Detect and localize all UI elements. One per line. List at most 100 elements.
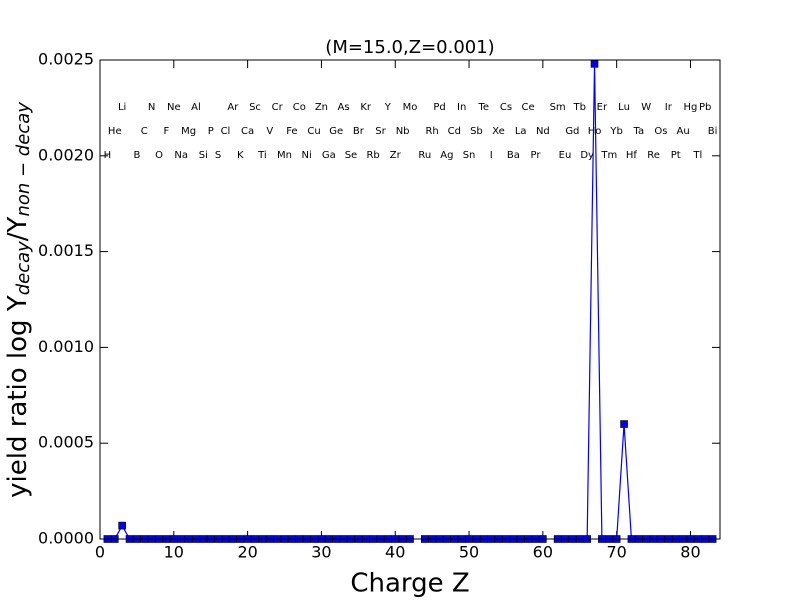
y-label-part: /Y [3, 216, 33, 241]
element-label: K [237, 150, 244, 161]
element-label: Co [293, 102, 306, 113]
x-tick-label: 50 [459, 543, 479, 562]
element-label: Sc [249, 102, 261, 113]
element-label: Cr [272, 102, 284, 113]
element-label: Sb [470, 126, 483, 137]
element-label: S [215, 150, 221, 161]
element-label: Pb [699, 102, 711, 113]
x-tick-label: 60 [533, 543, 553, 562]
element-label: Ta [633, 126, 645, 137]
element-label: Mg [181, 126, 196, 137]
x-tick-label: 30 [311, 543, 331, 562]
element-label: Br [353, 126, 365, 137]
element-label: B [133, 150, 140, 161]
element-label: In [457, 102, 466, 113]
element-label: Dy [580, 150, 594, 161]
element-label: Al [191, 102, 201, 113]
element-label: Pd [433, 102, 445, 113]
element-label: Ir [665, 102, 673, 113]
element-label: Na [174, 150, 188, 161]
element-label: La [515, 126, 527, 137]
plot-frame [99, 59, 721, 540]
y-tick-label: 0.0005 [38, 433, 94, 452]
element-label: Te [478, 102, 490, 113]
element-label: V [266, 126, 273, 137]
element-label: Zr [390, 150, 402, 161]
x-tick-label: 70 [606, 543, 626, 562]
y-tick-label: 0.0020 [38, 145, 94, 164]
element-label: Ge [329, 126, 343, 137]
element-label: N [148, 102, 155, 113]
element-label: Gd [565, 126, 579, 137]
element-label: P [208, 126, 214, 137]
element-label: Mo [403, 102, 418, 113]
element-label: Cd [448, 126, 461, 137]
x-tick-label: 20 [237, 543, 257, 562]
element-label: Rb [366, 150, 379, 161]
element-label: Hg [684, 102, 698, 113]
y-label-sub: non − decay [13, 102, 34, 217]
element-label: Ag [440, 150, 453, 161]
element-label: Cl [221, 126, 231, 137]
x-axis-label: Charge Z [350, 569, 469, 599]
y-tick-label: 0.0025 [38, 50, 94, 69]
y-label-part: yield ratio log Y [3, 295, 33, 498]
element-label: Ca [241, 126, 254, 137]
element-label: Sr [375, 126, 386, 137]
element-label: Cu [307, 126, 320, 137]
element-label: Ti [257, 150, 267, 161]
element-label: Kr [360, 102, 372, 113]
element-label: O [155, 150, 163, 161]
element-label: Au [677, 126, 690, 137]
element-label: As [338, 102, 350, 113]
element-label: Hf [626, 150, 638, 161]
element-label: Se [345, 150, 358, 161]
element-label: Rh [425, 126, 438, 137]
element-label: F [164, 126, 170, 137]
element-label: Er [597, 102, 608, 113]
element-label: I [490, 150, 493, 161]
x-tick-label: 10 [164, 543, 184, 562]
element-label: Ar [227, 102, 239, 113]
element-label: Pr [530, 150, 541, 161]
element-label: Nb [396, 126, 410, 137]
element-label: Ne [167, 102, 181, 113]
element-label: Sm [550, 102, 566, 113]
element-label: Y [384, 102, 392, 113]
element-label: Ga [322, 150, 336, 161]
y-tick-label: 0.0000 [38, 529, 94, 548]
element-label: Fe [286, 126, 297, 137]
element-label: Lu [618, 102, 630, 113]
point [590, 60, 599, 68]
y-axis-label: yield ratio log Ydecay/Ynon − decay [3, 102, 35, 498]
x-tick-label: 0 [95, 543, 105, 562]
element-label: Ni [302, 150, 312, 161]
element-label: C [141, 126, 148, 137]
element-label: H [104, 150, 112, 161]
element-label: W [641, 102, 651, 113]
element-label: Pt [671, 150, 681, 161]
element-label: Li [118, 102, 126, 113]
y-tick-label: 0.0010 [38, 337, 94, 356]
element-label: Tb [573, 102, 586, 113]
chart-title: (M=15.0,Z=0.001) [325, 37, 494, 58]
element-label: Tl [692, 150, 702, 161]
element-label: Ba [507, 150, 520, 161]
y-label-sub: decay [13, 241, 34, 295]
element-label: Si [199, 150, 208, 161]
element-label: Tm [600, 150, 617, 161]
element-label: Os [654, 126, 667, 137]
element-label: Zn [315, 102, 328, 113]
element-label: Mn [277, 150, 292, 161]
element-label: Xe [492, 126, 505, 137]
x-tick-label: 40 [385, 543, 405, 562]
element-label: Ce [522, 102, 535, 113]
element-label: Sn [463, 150, 476, 161]
element-label: He [108, 126, 122, 137]
point [620, 420, 628, 428]
element-label: Yb [609, 126, 622, 137]
point [118, 521, 126, 530]
